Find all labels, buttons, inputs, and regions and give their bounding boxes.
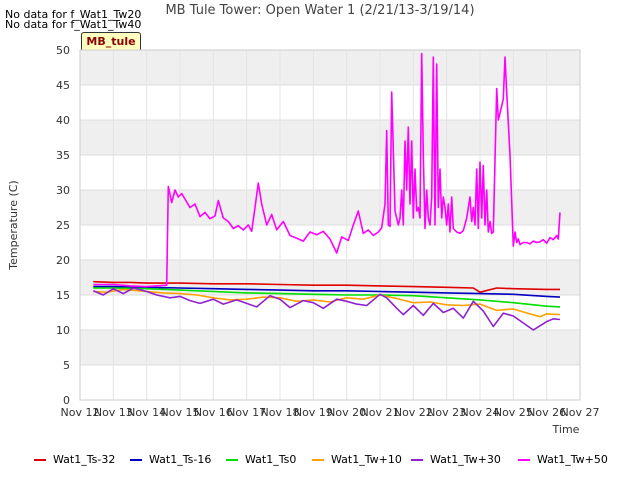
legend-item: Wat1_Ts-32 <box>34 453 115 466</box>
legend-label: Wat1_Ts-16 <box>149 453 212 466</box>
legend-item: Wat1_Tw+10 <box>312 453 402 466</box>
series-group <box>92 52 561 331</box>
y-axis-ticks: 0 5 10 15 20 25 30 35 40 45 50 <box>56 44 70 407</box>
x-tick-label: Nov 24 <box>461 406 500 419</box>
legend-swatch <box>130 459 142 461</box>
legend-swatch <box>411 459 423 461</box>
series-line-wat1-ts-32 <box>93 280 560 294</box>
y-tick-label: 10 <box>56 324 70 337</box>
no-data-note-tw40: No data for f_Wat1_Tw40 <box>5 18 142 31</box>
y-axis-label: Temperature (C) <box>7 180 20 270</box>
legend-item: Wat1_Tw+50 <box>518 453 608 466</box>
x-tick-label: Nov 21 <box>361 406 400 419</box>
x-tick-label: Nov 18 <box>261 406 300 419</box>
x-tick-label: Nov 13 <box>94 406 133 419</box>
legend-swatch <box>518 459 530 461</box>
chart-title: MB Tule Tower: Open Water 1 (2/21/13-3/1… <box>165 3 475 18</box>
x-tick-label: Nov 12 <box>61 406 100 419</box>
x-tick-label: Nov 19 <box>294 406 333 419</box>
y-tick-label: 5 <box>63 359 70 372</box>
grid-band <box>80 190 580 225</box>
y-tick-label: 35 <box>56 149 70 162</box>
grid-band <box>80 50 580 85</box>
legend-label: Wat1_Tw+10 <box>331 453 402 466</box>
x-tick-label: Nov 26 <box>527 406 566 419</box>
legend-swatch <box>34 459 46 461</box>
series-line-wat1-tw-30 <box>92 287 561 331</box>
site-tag: MB_tule <box>81 32 141 52</box>
legend-item: Wat1_Tw+30 <box>411 453 501 466</box>
legend-label: Wat1_Tw+30 <box>430 453 501 466</box>
legend-item: Wat1_Ts0 <box>226 453 296 466</box>
x-tick-label: Nov 14 <box>127 406 166 419</box>
legend-label: Wat1_Ts-32 <box>53 453 116 466</box>
grid-band <box>80 330 580 365</box>
x-tick-label: Nov 27 <box>561 406 600 419</box>
legend-label: Wat1_Ts0 <box>245 453 297 466</box>
x-tick-label: Nov 25 <box>494 406 533 419</box>
y-tick-label: 0 <box>63 394 70 407</box>
x-axis-label: Time <box>552 423 580 436</box>
y-tick-label: 45 <box>56 79 70 92</box>
series-line-wat1-ts0 <box>93 287 561 308</box>
plot-frame <box>79 49 581 401</box>
legend-swatch <box>312 459 324 461</box>
no-data-note-tw20: No data for f_Wat1_Tw20 <box>5 8 142 21</box>
grid-band <box>80 120 580 155</box>
legend-item: Wat1_Ts-16 <box>130 453 211 466</box>
y-tick-label: 30 <box>56 184 70 197</box>
legend-swatch <box>226 459 238 461</box>
legend-label: Wat1_Tw+50 <box>537 453 608 466</box>
x-tick-label: Nov 17 <box>227 406 266 419</box>
legend: Wat1_Ts-32 Wat1_Ts-16 Wat1_Ts0 Wat1_Tw+10 Wa… <box>0 453 640 471</box>
y-tick-label: 40 <box>56 114 70 127</box>
y-tick-label: 20 <box>56 254 70 267</box>
x-tick-label: Nov 15 <box>161 406 200 419</box>
x-tick-label: Nov 20 <box>327 406 366 419</box>
series-line-wat1-tw-50 <box>93 52 561 288</box>
x-tick-label: Nov 23 <box>427 406 466 419</box>
y-tick-label: 15 <box>56 289 70 302</box>
y-tick-label: 25 <box>56 219 70 232</box>
series-line-wat1-ts-16 <box>93 285 561 298</box>
x-tick-label: Nov 22 <box>394 406 433 419</box>
y-tick-label: 50 <box>56 44 70 57</box>
x-tick-label: Nov 16 <box>194 406 233 419</box>
